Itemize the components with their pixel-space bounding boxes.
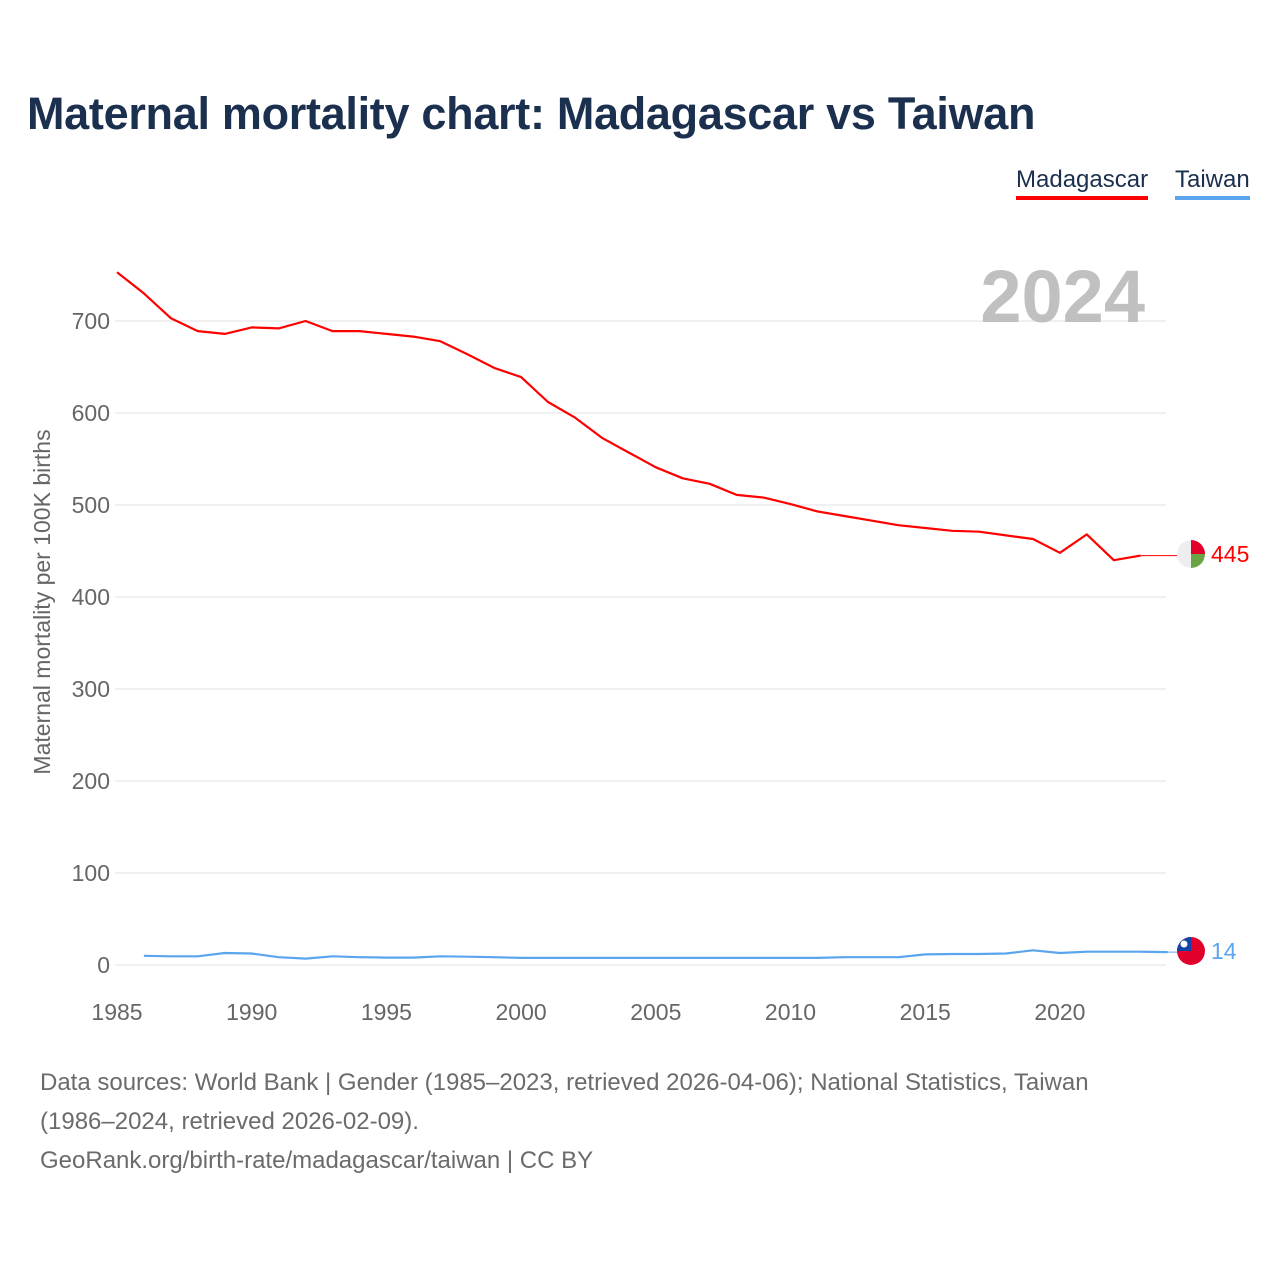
current-year-label: 2024: [980, 255, 1145, 338]
madagascar-end-value: 445: [1211, 541, 1249, 567]
taiwan-flag-icon: [1177, 937, 1205, 965]
y-tick-label: 400: [72, 584, 110, 610]
legend-item-madagascar[interactable]: Madagascar: [1016, 166, 1149, 200]
footer-sources-line2: (1986–2024, retrieved 2026-02-09).: [40, 1108, 419, 1135]
legend-item-taiwan[interactable]: Taiwan: [1175, 166, 1250, 200]
madagascar-flag-icon: [1177, 540, 1205, 568]
series-line-madagascar: [116, 271, 1141, 562]
x-tick-label: 2010: [765, 999, 816, 1025]
y-tick-label: 0: [97, 952, 110, 978]
y-tick-label: 500: [72, 492, 110, 518]
x-tick-label: 1990: [226, 999, 277, 1025]
x-tick-label: 2000: [496, 999, 547, 1025]
chart-title: Maternal mortality chart: Madagascar vs …: [27, 88, 1036, 139]
y-tick-label: 600: [72, 400, 110, 426]
taiwan-end-value: 14: [1211, 938, 1237, 964]
x-tick-label: 1985: [91, 999, 142, 1025]
y-axis-label: Maternal mortality per 100K births: [29, 429, 55, 774]
series-line-taiwan: [143, 949, 1168, 960]
y-tick-label: 100: [72, 860, 110, 886]
y-tick-label: 700: [72, 308, 110, 334]
y-tick-label: 200: [72, 768, 110, 794]
chart-plot: 0 100 200 300 400 500 600 700 2024 Maternal mor…: [29, 255, 1249, 1025]
x-tick-label: 2015: [900, 999, 951, 1025]
footer-attribution-link[interactable]: GeoRank.org/birth-rate/madagascar/taiwan…: [40, 1147, 594, 1174]
x-tick-label: 1995: [361, 999, 412, 1025]
y-tick-label: 300: [72, 676, 110, 702]
x-tick-label: 2005: [630, 999, 681, 1025]
x-tick-label: 2020: [1034, 999, 1085, 1025]
footer-sources-line1: Data sources: World Bank | Gender (1985–…: [40, 1069, 1089, 1096]
